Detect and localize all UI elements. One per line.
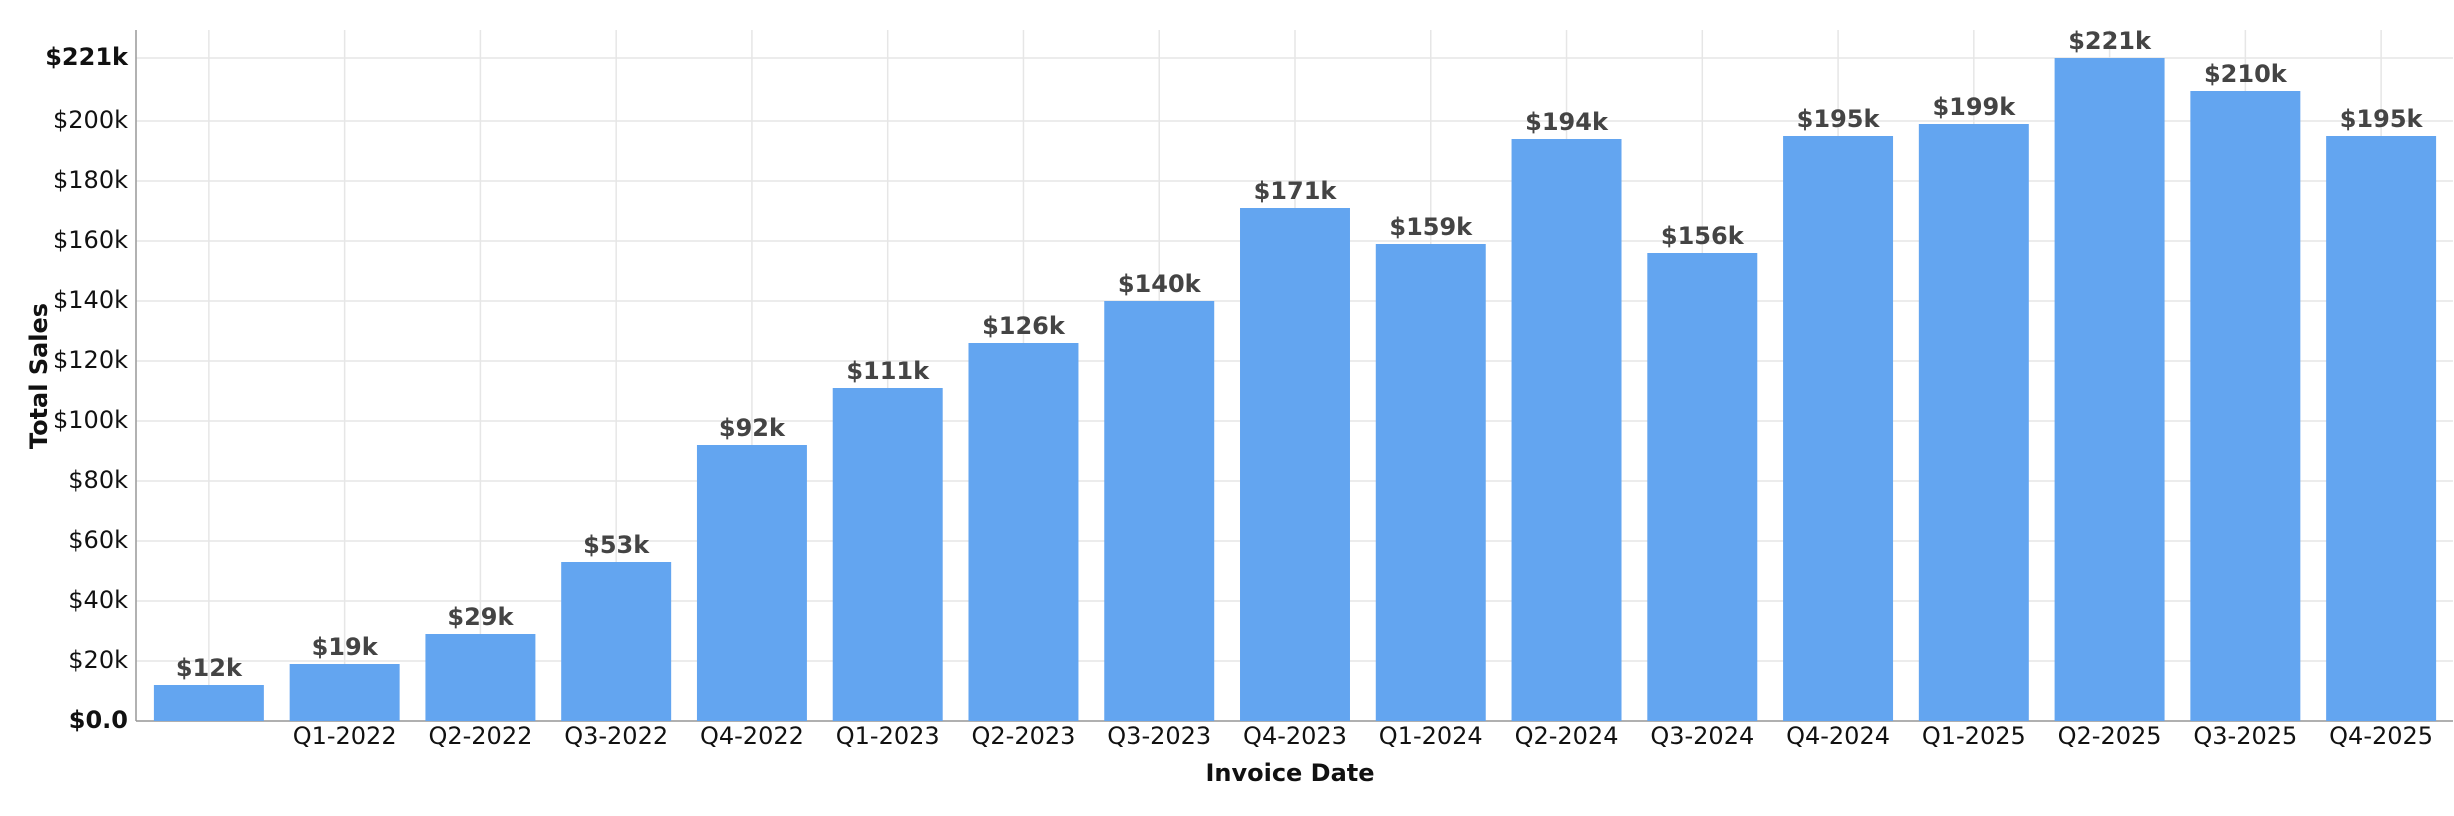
bar <box>1240 208 1350 721</box>
value-label: $194k <box>1525 108 1609 136</box>
y-tick-label: $140k <box>53 286 128 314</box>
y-tick-label: $120k <box>53 346 128 374</box>
bar <box>1918 124 2029 721</box>
x-tick-label: Q2-2022 <box>428 722 532 750</box>
y-tick-label: $80k <box>68 466 128 494</box>
bar <box>425 634 536 721</box>
bar <box>1375 244 1486 721</box>
x-tick-label: Q4-2024 <box>1786 722 1890 750</box>
x-tick-label: Q4-2022 <box>700 722 804 750</box>
x-tick-label: Q3-2023 <box>1107 722 1211 750</box>
value-label: $29k <box>447 603 514 631</box>
bar <box>1783 136 1894 721</box>
x-tick-label: Q1-2024 <box>1379 722 1483 750</box>
x-tick-label: Q1-2025 <box>1922 722 2026 750</box>
value-label: $126k <box>982 312 1066 340</box>
bar <box>2326 136 2437 721</box>
value-label: $19k <box>312 633 379 661</box>
y-tick-label: $60k <box>68 526 128 554</box>
x-axis-title: Invoice Date <box>1205 759 1374 787</box>
value-label: $210k <box>2204 60 2288 88</box>
x-tick-label: Q2-2024 <box>1515 722 1619 750</box>
value-label: $111k <box>846 357 930 385</box>
value-label: $171k <box>1254 177 1338 205</box>
x-tick-label: Q2-2025 <box>2058 722 2162 750</box>
bar <box>289 664 400 721</box>
x-tick-label: Q3-2025 <box>2193 722 2297 750</box>
x-tick-label: Q2-2023 <box>972 722 1076 750</box>
bar <box>832 388 943 721</box>
bar <box>153 685 264 721</box>
value-label: $12k <box>176 654 243 682</box>
bar <box>1647 253 1758 721</box>
bar <box>696 445 807 721</box>
x-tick-label: Q4-2023 <box>1243 722 1347 750</box>
value-label: $199k <box>1932 93 2016 121</box>
y-tick-label: $0.0 <box>69 706 128 734</box>
value-label: $53k <box>583 531 650 559</box>
bar <box>968 343 1079 721</box>
bar <box>2054 58 2165 721</box>
y-tick-label: $160k <box>53 226 128 254</box>
y-tick-label: $180k <box>53 166 128 194</box>
bar <box>561 562 672 721</box>
bar <box>1511 139 1622 721</box>
y-tick-label: $221k <box>45 43 129 71</box>
x-tick-label: Q3-2022 <box>564 722 668 750</box>
value-label: $195k <box>1797 105 1881 133</box>
x-tick-label: Q3-2024 <box>1650 722 1754 750</box>
value-label: $195k <box>2340 105 2424 133</box>
y-tick-label: $100k <box>53 406 128 434</box>
value-label: $156k <box>1661 222 1745 250</box>
value-label: $221k <box>2068 27 2152 55</box>
bar <box>2190 91 2301 721</box>
value-label: $92k <box>719 414 786 442</box>
x-tick-label: Q4-2025 <box>2329 722 2433 750</box>
y-axis-title: Total Sales <box>25 303 53 449</box>
y-tick-label: $40k <box>68 586 128 614</box>
value-label: $159k <box>1389 213 1473 241</box>
x-tick-label: Q1-2022 <box>293 722 397 750</box>
y-tick-label: $200k <box>53 106 128 134</box>
y-tick-label: $20k <box>68 646 128 674</box>
bar <box>1104 301 1215 721</box>
x-tick-label: Q1-2023 <box>836 722 940 750</box>
value-label: $140k <box>1118 270 1202 298</box>
